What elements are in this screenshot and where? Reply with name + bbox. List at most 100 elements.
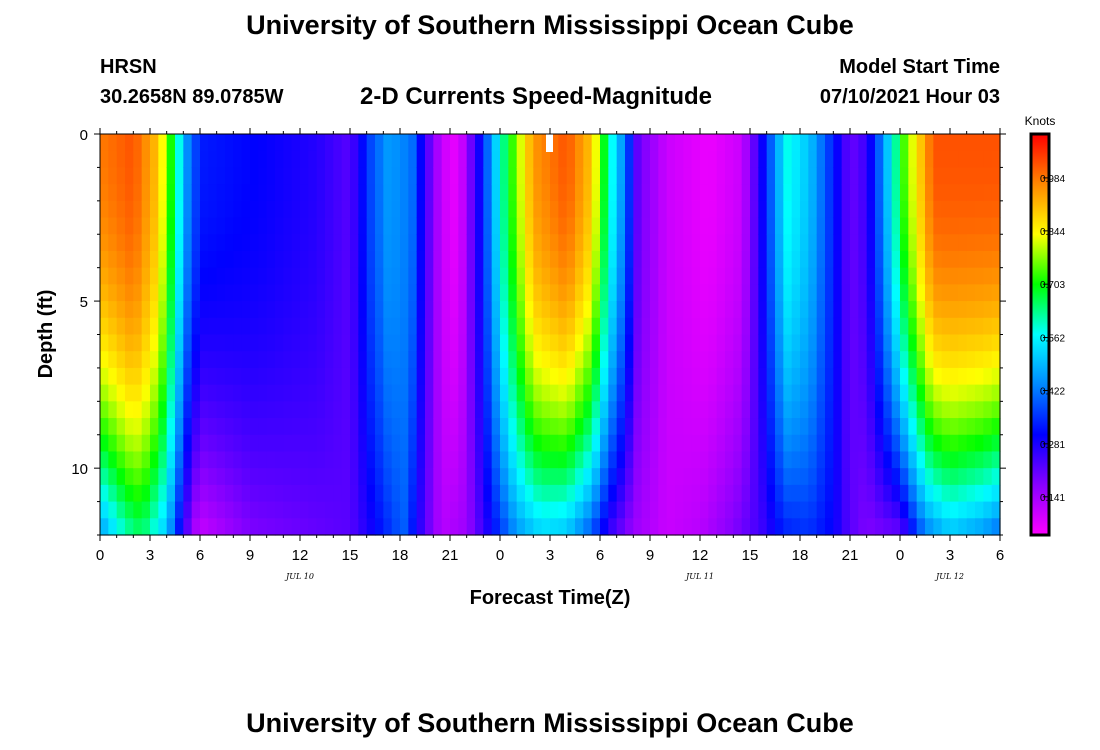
heatmap-cell xyxy=(925,434,934,453)
heatmap-cell xyxy=(608,518,618,536)
heatmap-cell xyxy=(133,234,143,252)
heatmap-cell xyxy=(708,284,718,302)
heatmap-cell xyxy=(783,401,793,419)
heatmap-cell xyxy=(616,267,626,285)
heatmap-cell xyxy=(650,451,659,469)
heatmap-cell xyxy=(600,468,609,486)
heatmap-cell xyxy=(433,384,443,402)
heatmap-cell xyxy=(750,301,759,319)
heatmap-cell xyxy=(558,250,568,269)
heatmap-cell xyxy=(783,501,793,519)
heatmap-cell xyxy=(175,351,184,369)
heatmap-cell xyxy=(125,334,134,352)
heatmap-cell xyxy=(600,267,609,285)
heatmap-cell xyxy=(441,334,451,352)
heatmap-cell xyxy=(958,384,968,402)
heatmap-cell xyxy=(541,501,551,519)
heatmap-cell xyxy=(558,267,568,285)
heatmap-cell xyxy=(441,200,451,219)
heatmap-cell xyxy=(158,518,168,536)
heatmap-cell xyxy=(416,501,426,519)
heatmap-cell xyxy=(491,217,501,235)
heatmap-cell xyxy=(300,484,309,503)
heatmap-cell xyxy=(758,367,768,386)
heatmap-cell xyxy=(958,134,968,152)
heatmap-cell xyxy=(200,384,209,402)
heatmap-cell xyxy=(141,267,151,285)
heatmap-cell xyxy=(666,150,676,169)
heatmap-cell xyxy=(591,334,601,352)
heatmap-cell xyxy=(583,167,593,185)
heatmap-cell xyxy=(700,234,709,252)
heatmap-cell xyxy=(766,167,776,185)
heatmap-cell xyxy=(633,317,643,336)
heatmap-cell xyxy=(641,167,651,185)
heatmap-cell xyxy=(350,351,359,369)
heatmap-cell xyxy=(200,468,209,486)
heatmap-cell xyxy=(500,301,509,319)
heatmap-cell xyxy=(591,317,601,336)
heatmap-cell xyxy=(908,284,918,302)
heatmap-cell xyxy=(391,200,401,219)
heatmap-cell xyxy=(850,384,859,402)
heatmap-cell xyxy=(525,267,534,285)
heatmap-cell xyxy=(108,451,118,469)
heatmap-cell xyxy=(591,267,601,285)
heatmap-cell xyxy=(725,267,734,285)
heatmap-cell xyxy=(916,284,926,302)
heatmap-cell xyxy=(866,518,876,536)
heatmap-cell xyxy=(391,317,401,336)
heatmap-cell xyxy=(191,384,201,402)
heatmap-cell xyxy=(825,184,834,202)
heatmap-cell xyxy=(875,334,884,352)
heatmap-cell xyxy=(825,134,834,152)
heatmap-cell xyxy=(800,351,809,369)
heatmap-cell xyxy=(408,367,418,386)
heatmap-cell xyxy=(775,284,784,302)
heatmap-cell xyxy=(175,367,184,386)
heatmap-cell xyxy=(366,434,376,453)
heatmap-cell xyxy=(350,267,359,285)
heatmap-cell xyxy=(941,200,951,219)
heatmap-cell xyxy=(875,234,884,252)
heatmap-cell xyxy=(550,367,559,386)
heatmap-cell xyxy=(225,401,234,419)
heatmap-cell xyxy=(400,317,409,336)
heatmap-cell xyxy=(716,468,726,486)
x-tick-label: 3 xyxy=(146,547,154,564)
heatmap-cell xyxy=(175,501,184,519)
heatmap-cell xyxy=(900,468,909,486)
heatmap-cell xyxy=(383,384,393,402)
heatmap-cell xyxy=(233,518,243,536)
heatmap-cell xyxy=(691,184,701,202)
heatmap-cell xyxy=(683,384,693,402)
heatmap-cell xyxy=(666,334,676,352)
heatmap-cell xyxy=(808,200,818,219)
heatmap-cell xyxy=(266,301,276,319)
heatmap-cell xyxy=(391,518,401,536)
heatmap-cell xyxy=(566,234,576,252)
heatmap-cell xyxy=(625,434,634,453)
heatmap-cell xyxy=(908,184,918,202)
heatmap-cell xyxy=(333,234,343,252)
heatmap-cell xyxy=(508,267,518,285)
heatmap-cell xyxy=(416,250,426,269)
heatmap-cell xyxy=(441,167,451,185)
heatmap-cell xyxy=(158,250,168,269)
heatmap-cell xyxy=(666,267,676,285)
heatmap-cell xyxy=(516,200,526,219)
heatmap-cell xyxy=(791,351,801,369)
heatmap-cell xyxy=(516,418,526,436)
heatmap-cell xyxy=(766,200,776,219)
heatmap-cell xyxy=(258,184,268,202)
heatmap-cell xyxy=(858,301,868,319)
heatmap-cell xyxy=(308,401,318,419)
heatmap-cell xyxy=(783,234,793,252)
heatmap-cell xyxy=(141,184,151,202)
heatmap-cell xyxy=(291,217,301,235)
heatmap-cell xyxy=(466,250,476,269)
heatmap-cell xyxy=(175,234,184,252)
heatmap-cell xyxy=(116,418,126,436)
heatmap-cell xyxy=(633,384,643,402)
heatmap-cell xyxy=(458,284,468,302)
